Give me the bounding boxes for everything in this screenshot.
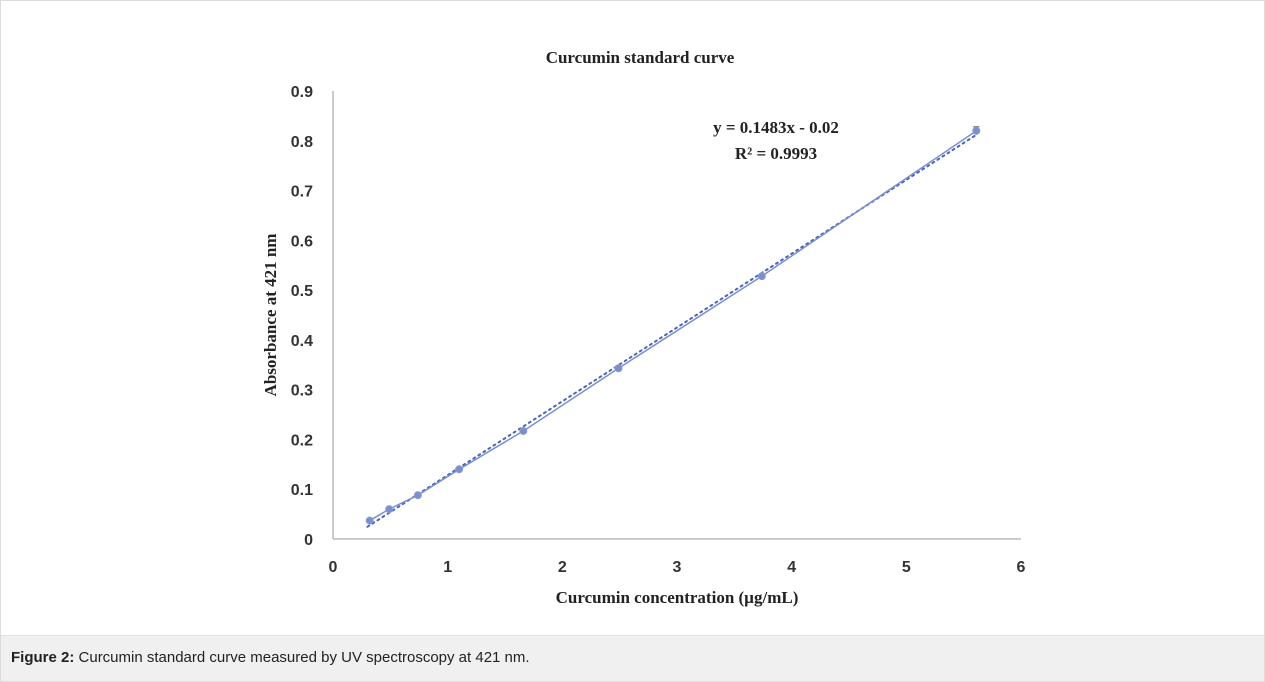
y-tick-label: 0: [304, 532, 313, 549]
x-tick-label: 3: [673, 559, 682, 576]
trendline-equation: y = 0.1483x - 0.02: [713, 118, 839, 137]
data-point: [519, 426, 528, 435]
y-tick-label: 0.8: [291, 134, 313, 151]
data-point: [365, 516, 374, 525]
data-point: [413, 491, 422, 500]
x-tick-label: 5: [902, 559, 911, 576]
series-line: [369, 130, 977, 522]
y-tick-label: 0.1: [291, 482, 313, 499]
x-tick-label: 4: [787, 559, 796, 576]
x-tick-label: 1: [443, 559, 452, 576]
x-axis-label: Curcumin concentration (µg/mL): [556, 588, 799, 607]
trendline-r-squared: R² = 0.9993: [735, 144, 817, 163]
figure-caption: Figure 2: Curcumin standard curve measur…: [1, 635, 1264, 681]
y-tick-label: 0.3: [291, 383, 313, 400]
data-point: [972, 126, 981, 135]
caption-label: Figure 2:: [11, 649, 75, 666]
data-point: [455, 465, 464, 474]
y-tick-label: 0.5: [291, 283, 313, 300]
trendline: [366, 133, 978, 528]
x-tick-label: 6: [1017, 559, 1026, 576]
data-point: [614, 364, 623, 373]
plot-area: Curcumin standard curve Absorbance at 42…: [1, 1, 1264, 635]
y-tick-label: 0.7: [291, 184, 313, 201]
data-point: [385, 505, 394, 514]
y-tick-label: 0.9: [291, 84, 313, 101]
y-tick-label: 0.4: [291, 333, 313, 350]
chart: Curcumin standard curve Absorbance at 42…: [261, 48, 1026, 607]
caption-text: Curcumin standard curve measured by UV s…: [78, 649, 530, 666]
x-tick-label: 0: [329, 559, 338, 576]
y-axis-label: Absorbance at 421 nm: [261, 234, 280, 397]
x-tick-label: 2: [558, 559, 567, 576]
chart-title: Curcumin standard curve: [546, 48, 735, 67]
y-tick-label: 0.2: [291, 432, 313, 449]
y-tick-label: 0.6: [291, 233, 313, 250]
data-point: [757, 272, 766, 281]
